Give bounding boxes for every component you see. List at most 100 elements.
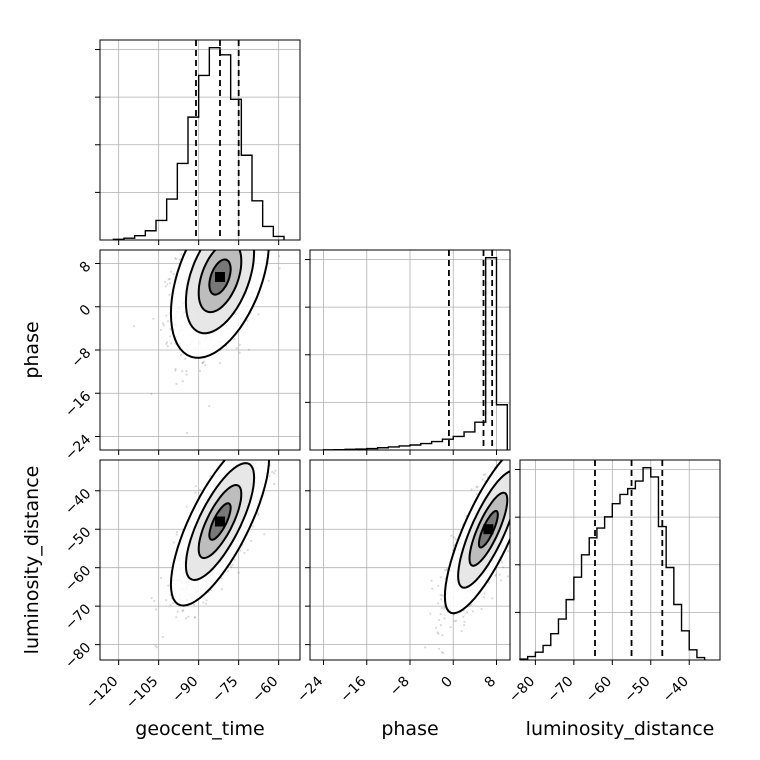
sample-point bbox=[220, 236, 222, 238]
histogram-phase bbox=[322, 256, 508, 451]
sample-point bbox=[524, 479, 526, 481]
sample-point bbox=[203, 245, 205, 247]
sample-point bbox=[430, 579, 433, 582]
sample-point bbox=[241, 231, 243, 233]
sample-point bbox=[511, 477, 513, 479]
sample-point bbox=[232, 445, 234, 447]
sample-point bbox=[261, 421, 263, 423]
sample-point bbox=[504, 456, 506, 458]
sample-point bbox=[243, 245, 245, 247]
sample-point bbox=[205, 599, 208, 602]
sample-point bbox=[263, 194, 265, 196]
sample-point bbox=[516, 482, 518, 484]
sample-point bbox=[243, 224, 245, 226]
sample-point bbox=[523, 433, 525, 435]
sample-point bbox=[510, 509, 512, 511]
sample-point bbox=[161, 322, 165, 325]
sample-point bbox=[511, 482, 513, 484]
sample-point bbox=[244, 202, 246, 204]
sample-point bbox=[209, 221, 211, 223]
sample-point bbox=[516, 484, 518, 486]
sample-point bbox=[494, 573, 497, 576]
sample-point bbox=[516, 488, 518, 490]
sample-point bbox=[520, 504, 522, 506]
sample-point bbox=[440, 651, 443, 654]
sample-point bbox=[247, 207, 249, 209]
sample-point bbox=[221, 224, 223, 226]
sample-point bbox=[174, 369, 177, 372]
sample-point bbox=[512, 481, 514, 483]
sample-point bbox=[237, 456, 239, 458]
sample-point bbox=[234, 212, 236, 214]
sample-point bbox=[273, 472, 276, 475]
sample-point bbox=[511, 481, 513, 483]
x-tick-label: −70 bbox=[544, 674, 576, 706]
sample-point bbox=[246, 445, 248, 447]
sample-point bbox=[234, 234, 236, 236]
sample-point bbox=[248, 181, 250, 183]
sample-point bbox=[521, 482, 523, 484]
sample-point bbox=[233, 558, 236, 561]
sample-point bbox=[231, 245, 233, 247]
sample-point bbox=[237, 571, 240, 574]
sample-point bbox=[223, 194, 225, 196]
y-tick-label: −50 bbox=[62, 524, 94, 556]
sample-point bbox=[511, 493, 513, 495]
sample-point bbox=[283, 233, 285, 235]
sample-point bbox=[169, 335, 172, 338]
sample-point bbox=[218, 236, 220, 238]
sample-point bbox=[240, 228, 242, 230]
sample-point bbox=[442, 651, 445, 655]
sample-point bbox=[455, 619, 458, 622]
sample-point bbox=[227, 219, 229, 221]
sample-point bbox=[515, 451, 517, 453]
sample-point bbox=[513, 466, 515, 468]
sample-point bbox=[243, 227, 245, 229]
sample-point bbox=[220, 242, 222, 244]
sample-point bbox=[255, 206, 257, 208]
sample-point bbox=[214, 221, 216, 223]
sample-point bbox=[524, 479, 526, 481]
sample-point bbox=[199, 488, 202, 491]
joint-panel-geocent_time-vs-phase bbox=[99, 181, 301, 451]
sample-point bbox=[260, 454, 262, 456]
sample-point bbox=[249, 208, 251, 210]
sample-point bbox=[253, 246, 255, 248]
sample-point bbox=[283, 187, 285, 189]
sample-point bbox=[235, 230, 237, 232]
marginal-panel-geocent_time bbox=[95, 39, 301, 241]
sample-point bbox=[232, 236, 234, 238]
sample-point bbox=[278, 267, 281, 270]
sample-point bbox=[516, 484, 518, 486]
sample-point bbox=[240, 242, 242, 244]
sample-point bbox=[210, 237, 212, 239]
sample-point bbox=[511, 480, 513, 482]
sample-point bbox=[440, 606, 443, 610]
sample-point bbox=[514, 449, 516, 451]
sample-point bbox=[274, 469, 277, 472]
sample-point bbox=[182, 609, 185, 612]
sample-point bbox=[523, 491, 525, 493]
x-tick-label: −60 bbox=[583, 674, 615, 706]
sample-point bbox=[537, 446, 539, 448]
sample-point bbox=[219, 243, 221, 245]
sample-point bbox=[253, 241, 255, 243]
sample-point bbox=[214, 245, 216, 247]
sample-point bbox=[275, 441, 277, 443]
sample-point bbox=[514, 465, 516, 467]
sample-point bbox=[241, 443, 243, 445]
sample-point bbox=[232, 193, 234, 195]
sample-point bbox=[175, 530, 179, 534]
sample-point bbox=[517, 445, 519, 447]
sample-point bbox=[233, 214, 235, 216]
sample-point bbox=[514, 505, 516, 507]
sample-point bbox=[271, 470, 274, 473]
sample-point bbox=[243, 551, 246, 555]
sample-point bbox=[234, 234, 236, 236]
sample-point bbox=[229, 227, 231, 229]
y-tick-label: −60 bbox=[62, 563, 94, 595]
joint-panel-geocent_time-vs-luminosity_distance bbox=[99, 421, 301, 661]
sample-point bbox=[225, 241, 227, 243]
sample-point bbox=[519, 450, 521, 452]
sample-point bbox=[253, 446, 255, 448]
